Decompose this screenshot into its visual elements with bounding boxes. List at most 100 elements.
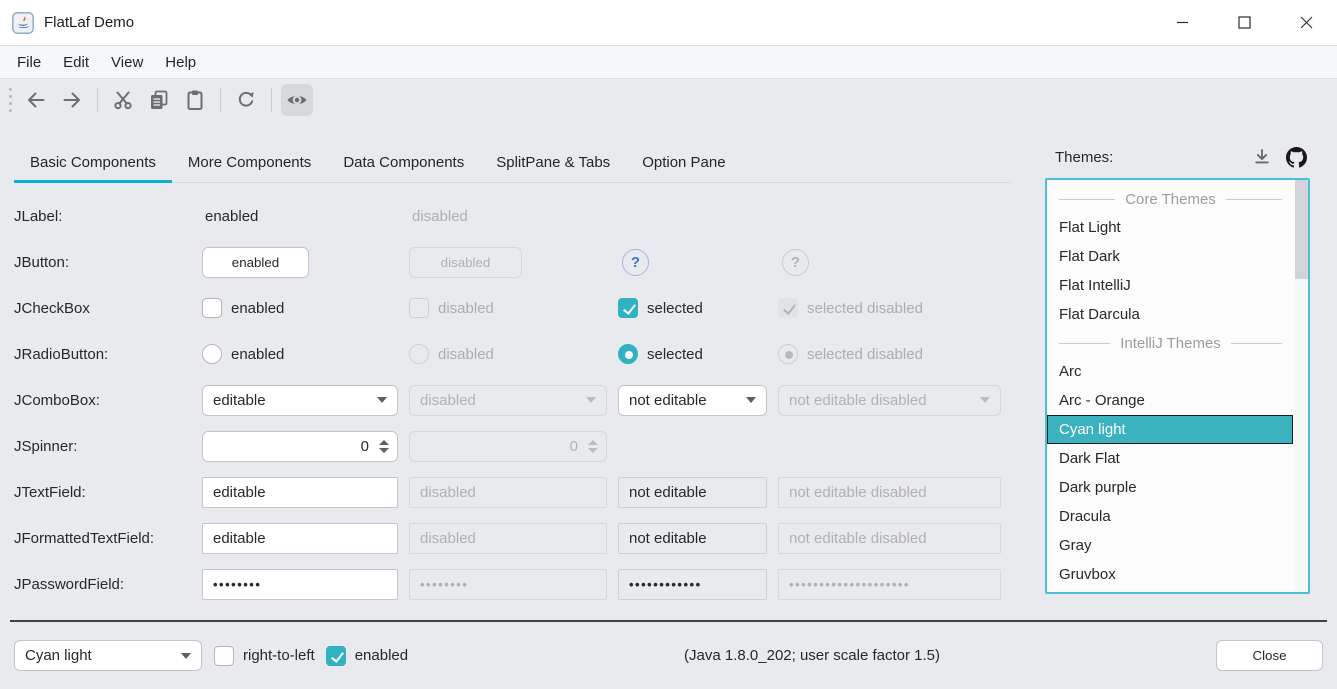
copy-button[interactable] [143,84,175,116]
menu-view[interactable]: View [111,53,144,71]
forward-button[interactable] [56,84,88,116]
toolbar-separator [220,87,221,112]
right-to-left-checkbox[interactable] [214,645,234,666]
passwordfield-not-editable: •••••••••••• [618,568,767,600]
spin-up-icon [379,439,389,445]
combobox-not-editable[interactable]: not editable [618,384,767,416]
close-icon [1300,16,1312,29]
toolbar [0,79,1337,120]
refresh-button[interactable] [230,84,262,116]
forward-arrow-icon [63,92,80,107]
spinner-disabled: 0 [409,430,607,462]
theme-item-flat-dark[interactable]: Flat Dark [1059,248,1120,265]
radio-enabled[interactable] [202,344,222,364]
theme-combobox[interactable]: Cyan light [14,640,202,671]
toolbar-separator [97,87,98,112]
themes-scrollbar[interactable] [1295,180,1308,592]
scrollbar-thumb[interactable] [1295,180,1308,279]
minimize-button[interactable] [1151,0,1213,45]
status-text: (Java 1.8.0_202; user scale factor 1.5) [684,647,941,664]
checkbox-enabled-label: enabled [231,299,285,317]
passwordfield-editable[interactable]: •••••••• [202,568,398,600]
menu-help[interactable]: Help [165,53,197,71]
maximize-icon [1237,16,1251,29]
theme-item-dark-purple[interactable]: Dark purple [1059,479,1137,496]
jspinner-row-label: JSpinner: [14,437,78,455]
theme-item-gruvbox[interactable]: Gruvbox [1059,566,1116,583]
combobox-editable[interactable]: editable [202,384,398,416]
enabled-label: enabled [354,647,409,664]
radio-disabled [409,344,429,364]
textfield-not-editable-disabled: not editable disabled [778,476,1001,508]
java-app-icon [12,11,34,34]
eye-icon [287,95,307,104]
theme-item-arc[interactable]: Arc [1059,363,1082,380]
spinner-arrows[interactable] [379,439,389,453]
toolbar-separator [271,87,272,112]
jtextfield-row-label: JTextField: [14,483,86,501]
theme-item-cyan-light[interactable]: Cyan light [1047,415,1293,444]
spin-up-icon [588,439,598,445]
back-arrow-icon [28,92,45,107]
window-controls [1151,0,1337,45]
close-window-button[interactable] [1275,0,1337,45]
close-button[interactable]: Close [1216,640,1323,671]
jformattedtextfield-row-label: JFormattedTextField: [14,529,155,547]
main-panel: Basic Components More Components Data Co… [14,120,1010,607]
menu-edit[interactable]: Edit [63,53,90,71]
theme-item-arc-orange[interactable]: Arc - Orange [1059,392,1145,409]
paste-button[interactable] [179,84,211,116]
right-to-left-label: right-to-left [243,647,315,664]
combobox-disabled: disabled [409,384,607,416]
radio-selected-disabled [778,344,798,364]
themes-label: Themes: [1055,148,1114,166]
checkbox-enabled[interactable] [202,298,222,318]
theme-item-dracula[interactable]: Dracula [1059,508,1111,525]
themes-header: Themes: [1045,146,1310,168]
jradiobutton-row-label: JRadioButton: [14,345,109,363]
enabled-checkbox-row: enabled [325,645,409,666]
cut-button[interactable] [107,84,139,116]
jbutton-enabled[interactable]: enabled [202,246,309,278]
clipboard-icon [187,90,203,110]
menu-file[interactable]: File [17,53,42,71]
github-button[interactable] [1284,145,1308,169]
help-button[interactable]: ? [622,248,649,276]
help-button-disabled: ? [782,248,809,276]
show-details-toggle[interactable] [281,83,313,116]
themes-group-separator: IntelliJ Themes [1047,329,1308,357]
checkbox-disabled [409,298,429,318]
maximize-button[interactable] [1213,0,1275,45]
enabled-checkbox[interactable] [325,645,346,666]
theme-item-flat-intellij[interactable]: Flat IntelliJ [1059,277,1131,294]
formattedtextfield-editable[interactable]: editable [202,522,398,554]
checkbox-selected[interactable] [618,298,638,318]
textfield-editable[interactable]: editable [202,476,398,508]
spin-down-icon [379,447,389,453]
tab-option-pane[interactable]: Option Pane [642,154,726,171]
radio-selected[interactable] [618,344,638,364]
chevron-down-icon [746,397,756,403]
radio-selected-label: selected [647,345,703,363]
theme-item-gray[interactable]: Gray [1059,537,1092,554]
menu-bar: File Edit View Help [0,46,1337,79]
tab-splitpane-tabs[interactable]: SplitPane & Tabs [496,154,611,171]
refresh-icon [238,91,254,107]
passwordfield-not-editable-disabled: •••••••••••••••••••• [778,568,1001,600]
theme-item-flat-light[interactable]: Flat Light [1059,219,1121,236]
chevron-down-icon [980,397,990,403]
themes-panel: Themes: Core Themes Flat Light Flat Dark… [1045,146,1310,594]
download-button[interactable] [1250,145,1274,169]
tab-basic-components[interactable]: Basic Components [14,146,172,183]
jbutton-disabled: disabled [409,246,522,278]
jlabel-row-label: JLabel: [14,207,63,225]
theme-item-flat-darcula[interactable]: Flat Darcula [1059,306,1140,323]
spinner-enabled[interactable]: 0 [202,430,398,462]
back-button[interactable] [20,84,52,116]
tab-data-components[interactable]: Data Components [343,154,465,171]
jbutton-row-label: JButton: [14,253,70,271]
theme-item-dark-flat[interactable]: Dark Flat [1059,450,1120,467]
bottom-separator [10,620,1327,622]
toolbar-grip[interactable] [8,87,12,113]
tab-more-components[interactable]: More Components [187,154,312,171]
